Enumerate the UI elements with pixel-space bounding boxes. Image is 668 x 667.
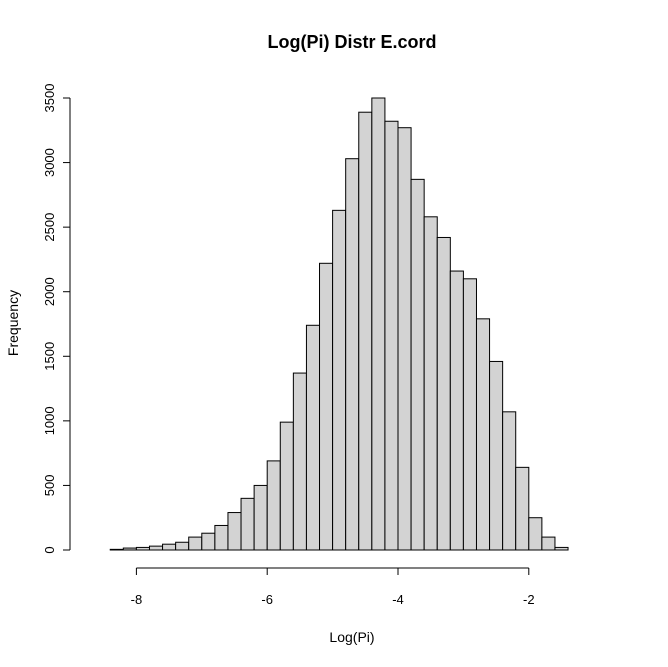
chart-title: Log(Pi) Distr E.cord <box>267 32 436 52</box>
histogram-bar <box>135 546 150 551</box>
histogram-bar <box>449 270 464 551</box>
histogram-bar <box>319 262 334 551</box>
histogram-bar <box>266 460 281 551</box>
histogram-bar <box>462 278 477 551</box>
histogram-bar <box>188 536 203 551</box>
y-tick-label: 2500 <box>42 213 57 242</box>
x-tick-label: -4 <box>392 592 404 607</box>
histogram-bar <box>502 411 517 551</box>
y-tick-label: 2000 <box>42 277 57 306</box>
y-tick-label: 3500 <box>42 84 57 113</box>
y-tick-label: 0 <box>42 546 57 553</box>
histogram-bar <box>162 543 177 551</box>
y-tick-label: 500 <box>42 475 57 497</box>
histogram-bar <box>253 484 268 551</box>
y-tick-label: 1000 <box>42 406 57 435</box>
histogram-bar <box>358 111 373 551</box>
histogram-bar <box>554 546 569 551</box>
histogram-bar <box>175 541 190 551</box>
histogram-bar <box>227 512 242 551</box>
histogram-bar <box>475 318 491 551</box>
histogram-bar <box>109 548 124 551</box>
x-tick-label: -2 <box>523 592 535 607</box>
histogram-bar <box>541 536 556 551</box>
histogram-bar <box>515 466 530 551</box>
histogram-bar <box>345 158 360 551</box>
x-axis: -8 -6 -4 -2 <box>131 567 535 607</box>
y-tick-label: 3000 <box>42 148 57 177</box>
histogram-bar <box>384 120 399 551</box>
y-tick-label: 1500 <box>42 342 57 371</box>
histogram-bar <box>436 236 451 551</box>
histogram-bar <box>371 97 386 551</box>
y-axis-label: Frequency <box>5 290 21 356</box>
histogram-bar <box>148 545 164 551</box>
histogram-bar <box>397 127 412 551</box>
histogram-bar <box>122 547 137 551</box>
x-tick-label: -8 <box>131 592 143 607</box>
histogram-bar <box>201 532 216 551</box>
x-tick-label: -6 <box>261 592 273 607</box>
histogram-bar <box>528 517 543 551</box>
histogram-bar <box>489 360 504 551</box>
x-axis-label: Log(Pi) <box>329 629 374 645</box>
histogram-bar <box>305 324 321 551</box>
histogram-bar <box>279 421 294 551</box>
histogram-bar <box>214 524 229 551</box>
histogram-bar <box>423 216 438 551</box>
histogram-bar <box>240 497 255 551</box>
histogram-bar <box>292 372 307 551</box>
y-axis: 0 500 1000 1500 2000 2500 3000 3500 <box>42 84 71 554</box>
bars-group <box>109 97 569 551</box>
histogram-bar <box>332 209 347 551</box>
histogram-bar <box>410 178 425 551</box>
